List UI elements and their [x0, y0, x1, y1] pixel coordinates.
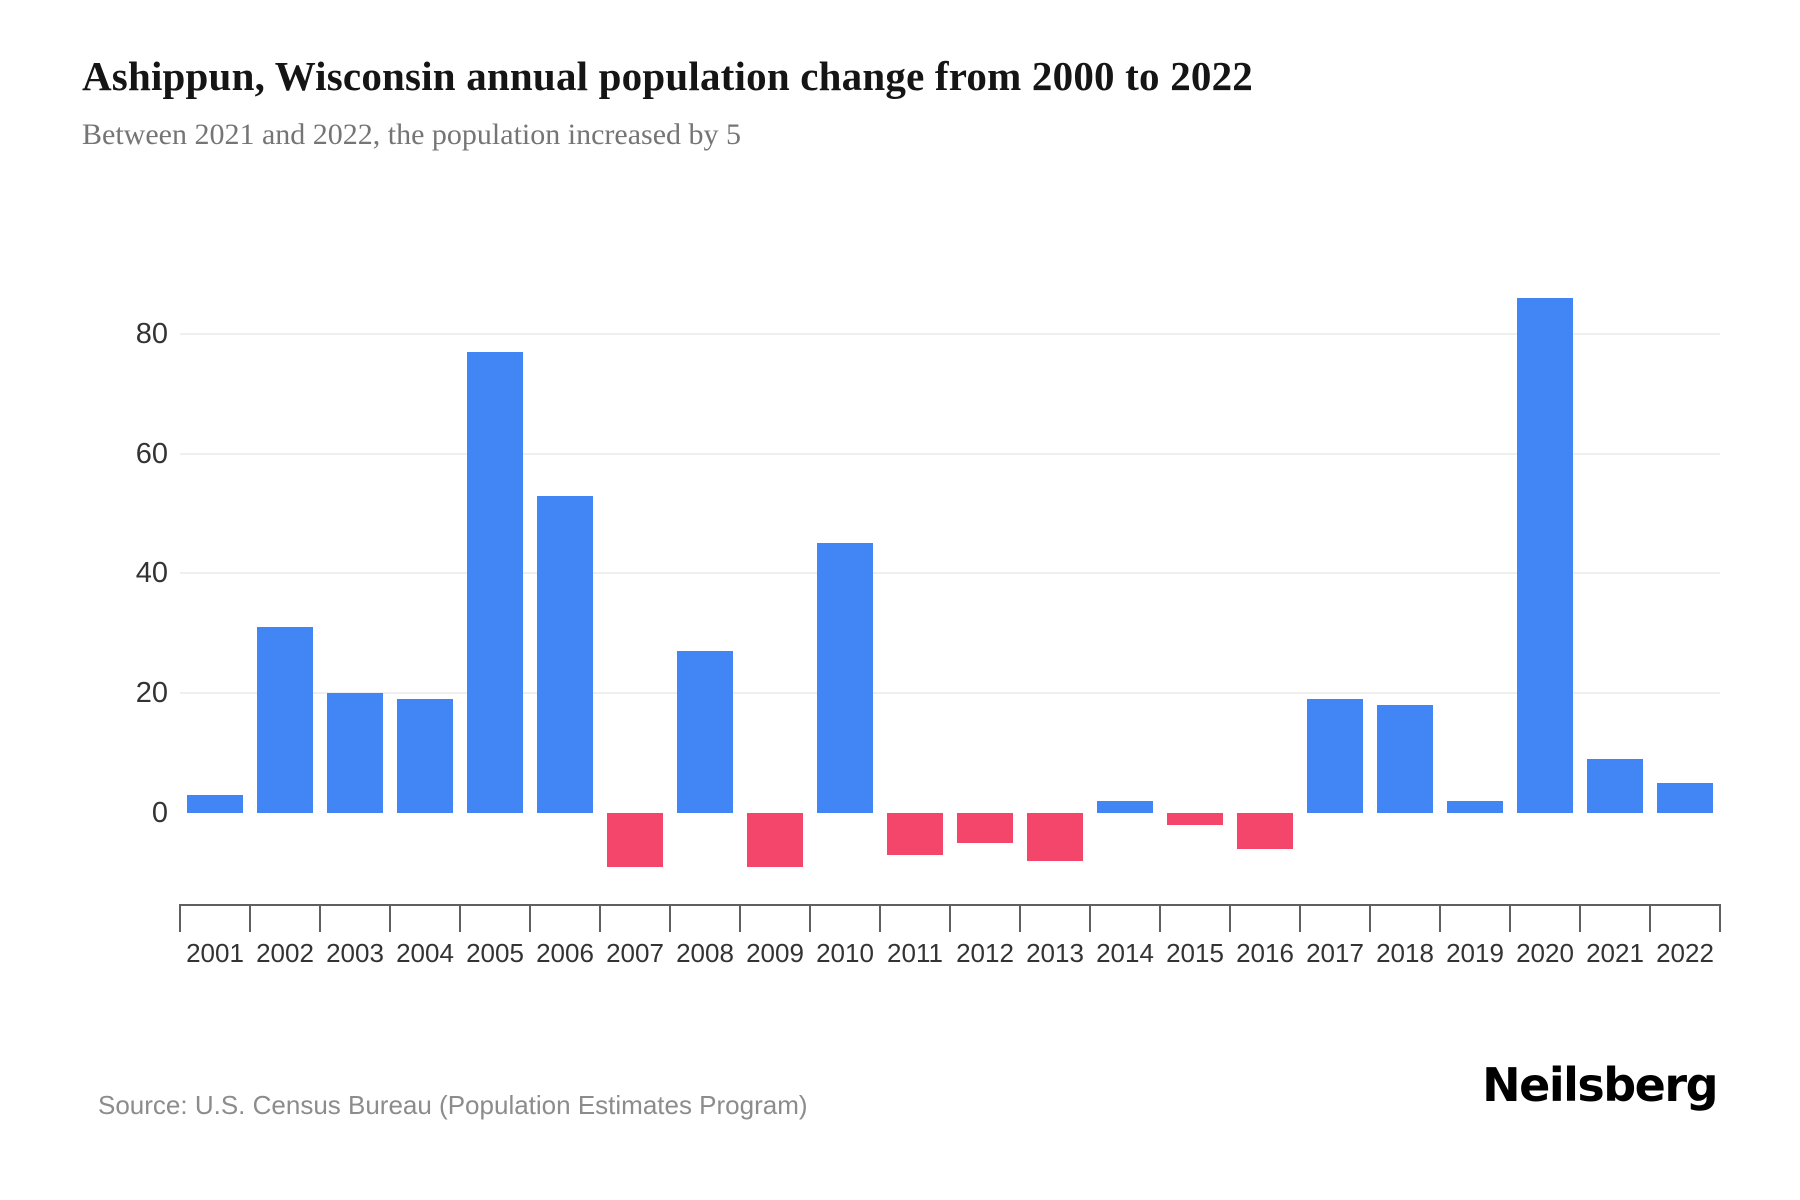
x-tick	[1089, 904, 1091, 932]
bar-2016[interactable]	[1237, 813, 1293, 849]
x-axis-label: 2005	[466, 938, 524, 968]
gridline	[180, 572, 1720, 575]
x-axis-label: 2017	[1306, 938, 1364, 968]
bar-2012[interactable]	[957, 813, 1013, 843]
x-axis-label: 2011	[887, 938, 943, 968]
x-axis-label: 2003	[326, 938, 384, 968]
x-tick	[809, 904, 811, 932]
x-tick	[529, 904, 531, 932]
x-axis-label: 2012	[956, 938, 1014, 968]
bar-2019[interactable]	[1447, 801, 1503, 813]
x-tick	[1229, 904, 1231, 932]
x-axis-label: 2015	[1166, 938, 1224, 968]
x-axis-label: 2016	[1236, 938, 1294, 968]
bar-2017[interactable]	[1307, 699, 1363, 813]
x-tick	[1509, 904, 1511, 932]
x-axis-label: 2002	[256, 938, 314, 968]
y-axis-label: 20	[135, 677, 168, 710]
x-tick	[1649, 904, 1651, 932]
x-tick	[739, 904, 741, 932]
x-axis-label: 2004	[396, 938, 454, 968]
y-axis-label: 40	[135, 557, 168, 590]
x-tick	[179, 904, 181, 932]
x-tick	[1369, 904, 1371, 932]
x-axis-label: 2014	[1096, 938, 1154, 968]
bar-2013[interactable]	[1027, 813, 1083, 861]
x-axis-label: 2001	[186, 938, 244, 968]
x-tick	[669, 904, 671, 932]
gridline	[180, 692, 1720, 695]
x-axis-label: 2021	[1586, 938, 1644, 968]
x-tick	[1579, 904, 1581, 932]
y-axis-label: 80	[135, 317, 168, 350]
bar-2009[interactable]	[747, 813, 803, 867]
chart-subtitle: Between 2021 and 2022, the population in…	[82, 118, 742, 151]
bar-2011[interactable]	[887, 813, 943, 855]
x-axis-label: 2018	[1376, 938, 1434, 968]
bar-2004[interactable]	[397, 699, 453, 813]
x-axis-label: 2010	[816, 938, 874, 968]
x-tick	[1719, 904, 1721, 932]
bar-2014[interactable]	[1097, 801, 1153, 813]
bar-2018[interactable]	[1377, 705, 1433, 813]
bar-2002[interactable]	[257, 627, 313, 813]
bar-2003[interactable]	[327, 693, 383, 813]
y-axis-label: 60	[135, 437, 168, 470]
x-axis-label: 2009	[746, 938, 804, 968]
x-tick	[249, 904, 251, 932]
bar-2020[interactable]	[1517, 297, 1573, 813]
bar-2006[interactable]	[537, 495, 593, 813]
bar-2005[interactable]	[467, 351, 523, 813]
gridline	[180, 452, 1720, 455]
x-tick	[1159, 904, 1161, 932]
x-tick	[1299, 904, 1301, 932]
bar-2022[interactable]	[1657, 783, 1713, 813]
x-tick	[459, 904, 461, 932]
bar-2001[interactable]	[187, 795, 243, 813]
y-axis-label: 0	[151, 797, 168, 829]
x-axis-label: 2008	[676, 938, 734, 968]
x-tick	[1439, 904, 1441, 932]
source-note: Source: U.S. Census Bureau (Population E…	[98, 1090, 808, 1120]
bar-2007[interactable]	[607, 813, 663, 867]
x-tick	[879, 904, 881, 932]
page-title: Ashippun, Wisconsin annual population ch…	[82, 53, 1253, 99]
x-axis-label: 2007	[606, 938, 664, 968]
gridline	[180, 332, 1720, 335]
x-tick	[389, 904, 391, 932]
bar-2008[interactable]	[677, 651, 733, 813]
bar-2010[interactable]	[817, 543, 873, 813]
x-axis-label: 2020	[1516, 938, 1574, 968]
bar-2021[interactable]	[1587, 759, 1643, 813]
x-tick	[949, 904, 951, 932]
x-axis-label: 2013	[1026, 938, 1084, 968]
brand-logo: Neilsberg	[1482, 1058, 1718, 1112]
x-tick	[319, 904, 321, 932]
x-tick	[1019, 904, 1021, 932]
x-axis-label: 2006	[536, 938, 594, 968]
x-axis-label: 2022	[1656, 938, 1714, 968]
x-tick	[599, 904, 601, 932]
x-axis-label: 2019	[1446, 938, 1504, 968]
bar-2015[interactable]	[1167, 813, 1223, 825]
